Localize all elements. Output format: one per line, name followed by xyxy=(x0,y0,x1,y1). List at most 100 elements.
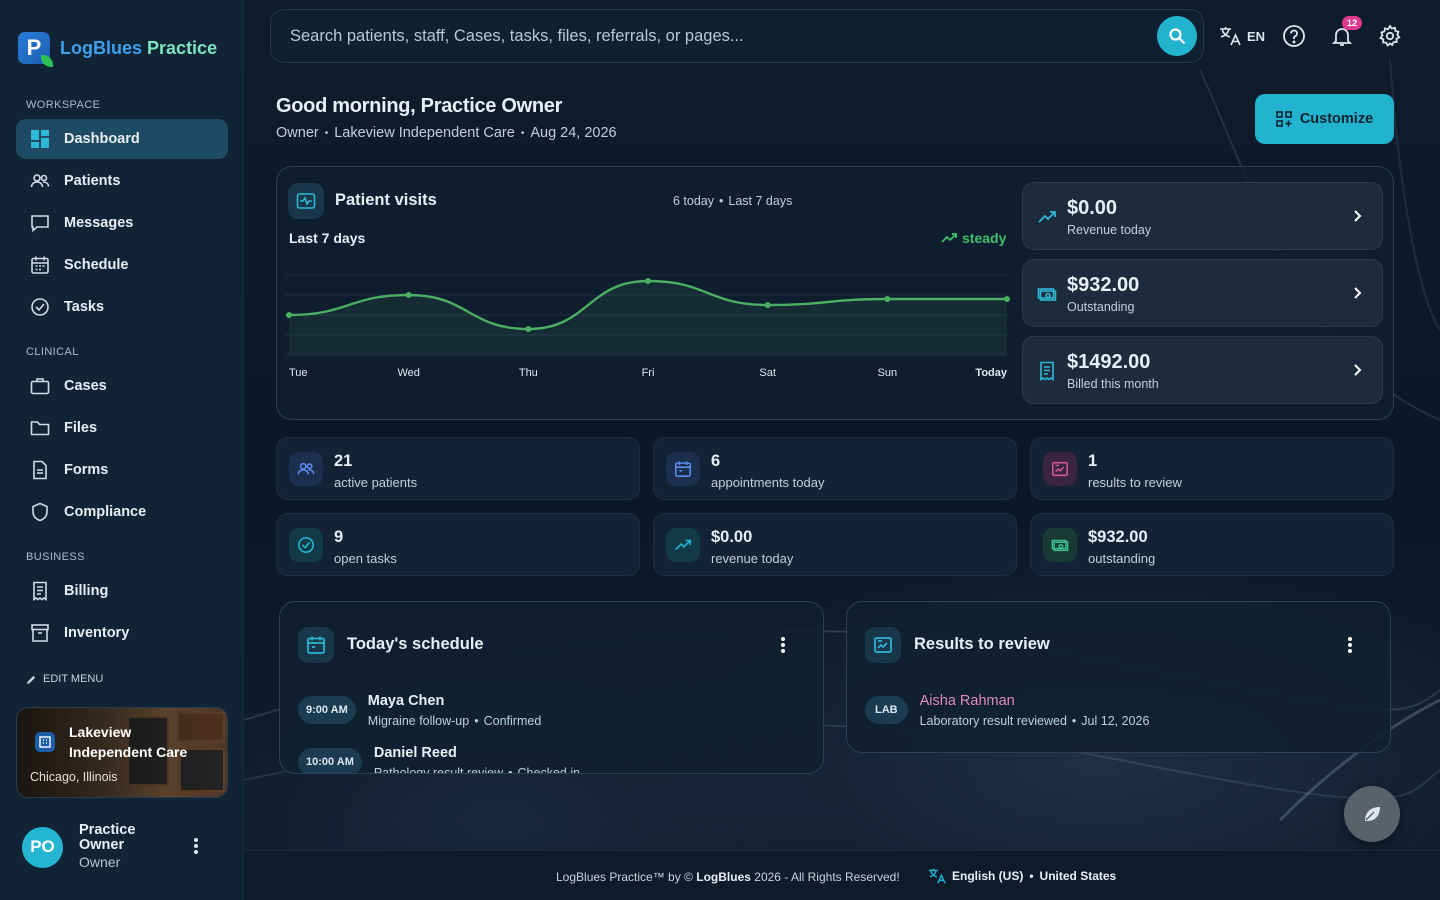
edit-menu-button[interactable]: EDIT MENU xyxy=(26,673,103,685)
customize-button[interactable]: Customize xyxy=(1255,94,1394,144)
cash-icon xyxy=(1037,288,1057,301)
grid-plus-icon xyxy=(1276,111,1292,127)
app-name: LogBlues Practice xyxy=(60,37,218,58)
kpi-billed-month[interactable]: $1492.00 Billed this month xyxy=(1022,336,1383,404)
help-icon[interactable] xyxy=(1282,24,1306,48)
patient-name: Maya Chen xyxy=(367,693,445,709)
document-icon xyxy=(33,460,47,480)
sidebar-item-cases[interactable]: Cases xyxy=(16,366,228,406)
data-point[interactable] xyxy=(525,326,532,332)
avatar: PO xyxy=(22,826,63,868)
kpi-label: Outstanding xyxy=(1067,300,1135,314)
practice-card[interactable]: Lakeview Independent Care Chicago, Illin… xyxy=(16,707,228,798)
search-button[interactable] xyxy=(1157,16,1197,56)
visits-title: Patient visits xyxy=(335,191,437,209)
kpi-label: Revenue today xyxy=(1067,223,1152,237)
sidebar-item-inventory[interactable]: Inventory xyxy=(16,613,228,653)
result-description: Laboratory result reviewed xyxy=(919,714,1067,728)
visits-chart xyxy=(285,274,1010,356)
results-title: Results to review xyxy=(914,635,1050,653)
stat-outstanding[interactable]: $932.00 outstanding xyxy=(1030,513,1394,576)
stat-label: results to review xyxy=(1088,475,1182,490)
briefcase-icon xyxy=(30,378,50,395)
stat-value: $0.00 xyxy=(711,528,753,546)
data-point[interactable] xyxy=(405,292,412,298)
chevron-right-icon xyxy=(1354,364,1362,376)
appointment-reason: Pathology result review xyxy=(373,766,504,774)
sidebar-item-label: Patients xyxy=(64,173,121,189)
schedule-item[interactable]: 9:00 AM Maya Chen Migraine follow-up • Con… xyxy=(298,692,541,728)
search-input[interactable] xyxy=(290,26,1150,46)
schedule-title: Today's schedule xyxy=(347,635,484,653)
archive-icon xyxy=(31,624,49,642)
gear-icon[interactable] xyxy=(1378,24,1402,48)
assistant-button[interactable] xyxy=(1344,786,1400,842)
sidebar-item-files[interactable]: Files xyxy=(16,408,228,448)
sidebar-item-dashboard[interactable]: Dashboard xyxy=(16,119,228,159)
sidebar-item-label: Tasks xyxy=(64,299,105,315)
visits-range-label: Last 7 days xyxy=(289,230,366,246)
global-search xyxy=(270,9,1204,63)
stat-label: outstanding xyxy=(1088,551,1156,566)
x-tick-label: Tue xyxy=(289,367,308,379)
sidebar: P LogBlues Practice WORKSPACE Dashboard … xyxy=(0,0,244,900)
more-vertical-icon[interactable] xyxy=(773,635,793,655)
building-icon xyxy=(35,732,55,752)
result-item[interactable]: LAB Aisha Rahman Laboratory result revie… xyxy=(865,692,1149,728)
kpi-revenue-today[interactable]: $0.00 Revenue today xyxy=(1022,182,1383,250)
data-point[interactable] xyxy=(884,296,891,302)
app-logo[interactable]: P LogBlues Practice xyxy=(18,32,218,67)
check-circle-icon xyxy=(31,298,49,316)
user-profile[interactable]: PO Practice Owner Owner xyxy=(22,823,159,871)
footer-locale[interactable]: English (US) • United States xyxy=(928,868,1116,884)
kpi-value: $932.00 xyxy=(1067,274,1140,296)
stat-active-patients[interactable]: 21 active patients xyxy=(276,437,640,500)
bell-icon[interactable] xyxy=(1330,24,1354,48)
users-icon xyxy=(289,452,323,486)
dashboard-icon xyxy=(31,130,49,148)
data-point[interactable] xyxy=(764,302,771,308)
result-tag: LAB xyxy=(865,696,908,724)
stat-label: active patients xyxy=(334,475,418,490)
practice-name: Lakeview Independent Care xyxy=(69,724,188,760)
schedule-item[interactable]: 10:00 AM Daniel Reed Pathology result re… xyxy=(298,744,580,774)
translate-icon xyxy=(929,868,946,884)
visits-meta: 6 today • Last 7 days xyxy=(673,194,793,208)
result-date: Jul 12, 2026 xyxy=(1081,714,1150,728)
sidebar-item-forms[interactable]: Forms xyxy=(16,450,228,490)
kpi-outstanding[interactable]: $932.00 Outstanding xyxy=(1022,259,1383,327)
patient-name: Daniel Reed xyxy=(373,745,457,761)
appointment-status: Confirmed xyxy=(483,714,542,728)
leaf-icon xyxy=(1365,807,1380,821)
chevron-right-icon xyxy=(1354,210,1362,222)
stat-results-review[interactable]: 1 results to review xyxy=(1030,437,1394,500)
stat-appointments-today[interactable]: 6 appointments today xyxy=(653,437,1017,500)
more-vertical-icon[interactable] xyxy=(1340,635,1360,655)
page-subtitle: Owner • Lakeview Independent Care • Aug 24… xyxy=(276,125,617,141)
pulse-icon xyxy=(288,183,324,219)
check-circle-icon xyxy=(289,528,323,562)
sidebar-item-billing[interactable]: Billing xyxy=(16,571,228,611)
x-tick-label: Thu xyxy=(518,367,538,379)
language-switcher[interactable]: EN xyxy=(1219,26,1265,46)
message-icon xyxy=(31,215,49,233)
sidebar-item-compliance[interactable]: Compliance xyxy=(16,492,228,532)
sidebar-item-tasks[interactable]: Tasks xyxy=(16,287,228,327)
stat-value: 1 xyxy=(1088,452,1098,470)
stat-revenue-today[interactable]: $0.00 revenue today xyxy=(653,513,1017,576)
sidebar-item-schedule[interactable]: Schedule xyxy=(16,245,228,285)
data-point[interactable] xyxy=(1004,296,1010,302)
stat-open-tasks[interactable]: 9 open tasks xyxy=(276,513,640,576)
shield-icon xyxy=(32,502,48,522)
data-point[interactable] xyxy=(645,278,651,284)
sidebar-item-label: Forms xyxy=(64,462,109,478)
user-name: Practice Owner xyxy=(79,822,136,853)
data-point[interactable] xyxy=(286,312,292,318)
translate-icon xyxy=(1220,27,1241,46)
receipt-icon xyxy=(1040,361,1054,381)
x-tick-label: Today xyxy=(975,367,1007,379)
sidebar-item-messages[interactable]: Messages xyxy=(16,203,228,243)
sidebar-item-patients[interactable]: Patients xyxy=(16,161,228,201)
section-clinical: CLINICAL xyxy=(26,346,79,358)
more-vertical-icon[interactable] xyxy=(186,836,206,856)
